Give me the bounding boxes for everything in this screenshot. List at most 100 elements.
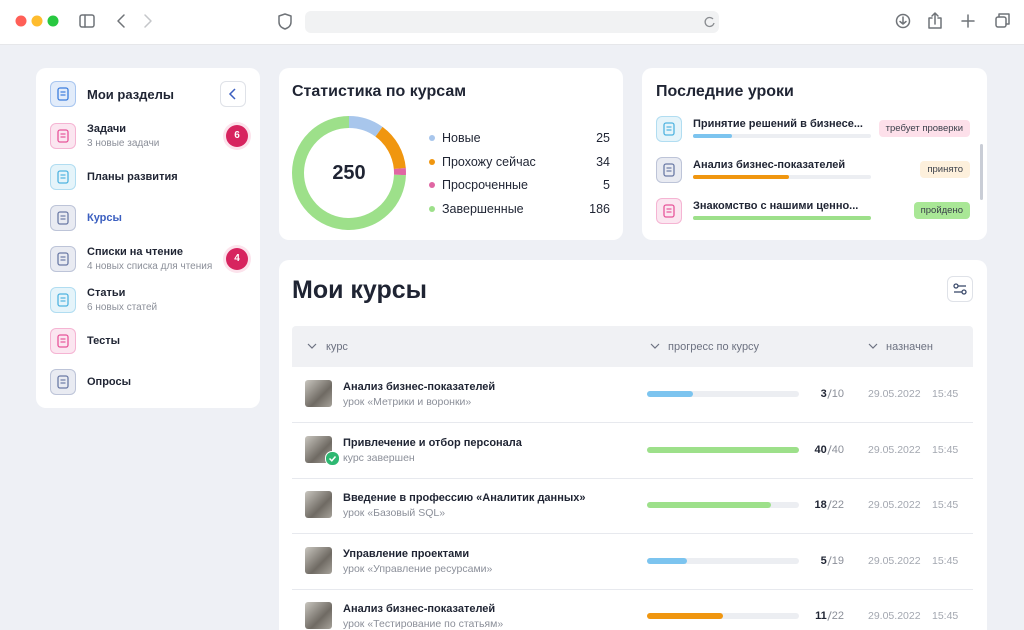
close-button[interactable] [15, 15, 27, 27]
sidebar-item-icon [50, 246, 76, 272]
shield-icon [278, 13, 292, 30]
sidebar-item-label: Статьи [87, 287, 126, 299]
forward-button [144, 14, 152, 28]
toolbar-icons [15, 11, 1010, 33]
minimize-button[interactable] [31, 15, 43, 27]
sidebar-item-label: Опросы [87, 376, 132, 388]
sidebar-item[interactable]: Статьи 6 новых статей [36, 280, 260, 320]
sidebar-item-label: Списки на чтение [87, 246, 184, 258]
assigned-date: 29.05.2022 [868, 443, 921, 456]
legend-name: Новые [442, 131, 481, 145]
legend-dot [429, 182, 435, 188]
legend-dot [429, 205, 435, 212]
course-sub: урок «Базовый SQL» [343, 507, 446, 519]
download-button[interactable] [895, 13, 911, 29]
collapse-button[interactable] [220, 81, 246, 107]
recent-item-title: Знакомство с нашими ценно... [693, 200, 859, 212]
column-header-label: прогресс по курсу [668, 341, 760, 353]
course-name: Введение в профессию «Аналитик данных» [343, 492, 586, 504]
done-count: 40 [814, 443, 827, 456]
donut-chart [292, 116, 406, 230]
icon-glyph [57, 211, 69, 225]
courses-card: Мои курсы курс прогресс по курсу назначен Ан… [279, 260, 987, 630]
course-sub: курс завершен [343, 451, 415, 464]
sidebar-item-icon [50, 123, 76, 149]
progress-bar [647, 446, 799, 453]
legend-dot [429, 158, 435, 165]
recent-item[interactable]: Знакомство с нашими ценно... пройдено [642, 198, 982, 226]
recent-item[interactable]: Принятие решений в бизнесе... требует про… [642, 116, 982, 144]
course-row[interactable]: Анализ бизнес-показателей урок «Метрики и… [292, 367, 973, 422]
recent-item-icon [656, 157, 682, 183]
recent-item[interactable]: Анализ бизнес-показателей принято [642, 157, 982, 185]
total-count: 40 [831, 443, 844, 456]
column-header-label: курс [326, 341, 348, 353]
course-row[interactable]: Привлечение и отбор персонала курс заверш… [292, 423, 973, 478]
course-row[interactable]: Анализ бизнес-показателей урок «Тестирова… [292, 589, 973, 630]
icon-glyph [57, 375, 69, 389]
glyph-frame [57, 129, 69, 143]
glyph-frame [57, 211, 69, 225]
badge: 4 [226, 248, 248, 270]
course-row[interactable]: Управление проектами урок «Управление рес… [292, 534, 973, 589]
progress-bar [647, 613, 723, 619]
column-header[interactable] [649, 336, 779, 358]
status-pill: принято [920, 161, 970, 178]
back-button[interactable] [117, 14, 125, 28]
course-row[interactable]: Введение в профессию «Аналитик данных» ур… [292, 478, 973, 533]
zoom-button[interactable] [47, 15, 59, 27]
progress-track [647, 391, 799, 397]
address-bar[interactable] [305, 11, 719, 33]
sort-chevron [650, 343, 660, 349]
progress-count: 11 22 [815, 609, 844, 623]
column-header[interactable] [306, 336, 396, 358]
sidebar-item[interactable]: Опросы [36, 362, 260, 402]
total-count: 22 [831, 610, 844, 622]
status-pill: требует проверки [878, 120, 970, 137]
scrollbar [980, 144, 983, 200]
sidebar-item[interactable]: Тесты [36, 321, 260, 361]
sidebar-item-sub: 4 новых списка для чтения [87, 261, 213, 272]
progress-count: 40 40 [815, 443, 845, 457]
sidebar-item-icon [50, 164, 76, 190]
donut-segment [348, 116, 383, 137]
sidebar-item-label: Планы развития [87, 171, 178, 183]
filter-button[interactable] [947, 276, 973, 302]
sidebar-item[interactable]: Курсы [36, 198, 260, 238]
progress-track [693, 134, 871, 138]
done-count: 5 [820, 554, 827, 567]
legend-value: 186 [589, 201, 610, 216]
filter-icon [953, 283, 967, 295]
reload-button[interactable] [704, 16, 715, 28]
progress-bar [647, 391, 693, 397]
course-name: Анализ бизнес-показателей [343, 381, 496, 393]
recent-card: Последние уроки Принятие решений в бизнес… [642, 68, 987, 240]
icon-glyph [57, 252, 69, 266]
sidebar-item[interactable]: Планы развития [36, 157, 260, 197]
column-header-label: назначен [886, 341, 933, 353]
completed-check [325, 450, 340, 466]
recent-item-icon [656, 198, 682, 224]
new-tab-button[interactable] [961, 14, 975, 28]
sidebar-item-sub: 6 новых статей [87, 302, 158, 313]
course-name: Привлечение и отбор персонала [343, 436, 522, 449]
sidebar-toggle[interactable] [79, 14, 95, 28]
tabs-button[interactable] [995, 16, 1007, 28]
check-glyph [328, 455, 337, 462]
glyph-frame [57, 334, 69, 348]
sidebar-item-label: Курсы [87, 212, 122, 224]
progress-count: 3 10 [821, 387, 844, 401]
sidebar-item[interactable]: Списки на чтение 4 новых списка для чтени… [36, 239, 260, 279]
share-button[interactable] [928, 12, 942, 29]
assigned-time: 15:45 [932, 610, 959, 622]
column-header[interactable] [867, 336, 957, 358]
sidebar-item-icon [50, 328, 76, 354]
sidebar-item[interactable]: Задачи 3 новые задачи 6 [36, 116, 260, 156]
sidebar-item-icon [50, 287, 76, 313]
icon-glyph [57, 170, 69, 184]
courses-title: Мои курсы [292, 276, 428, 304]
legend-name: Прохожу сейчас [442, 154, 536, 169]
icon-glyph [57, 129, 69, 143]
course-sub: урок «Метрики и воронки» [343, 396, 472, 408]
course-thumbnail [305, 602, 332, 629]
